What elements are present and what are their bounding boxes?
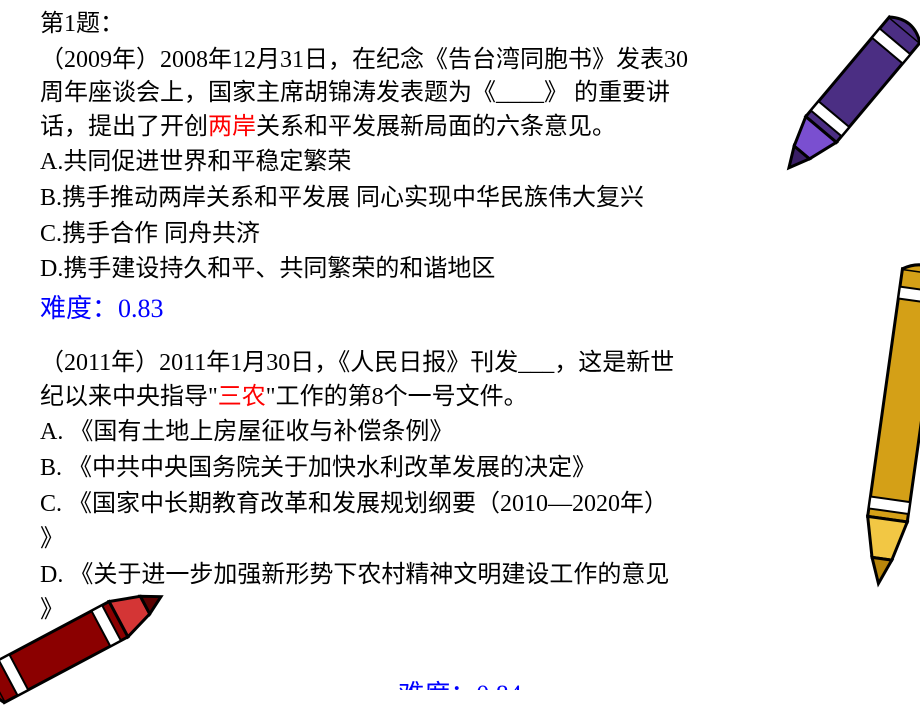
q1-option-d: D.携手建设持久和平、共同繁荣的和谐地区 xyxy=(40,253,880,287)
q1-option-b: B.携手推动两岸关系和平发展 同心实现中华民族伟大复兴 xyxy=(40,182,880,216)
q2-highlight: 三农 xyxy=(218,384,266,410)
q2-option-c2: 》 xyxy=(40,523,880,557)
q1-passage: （2009年）2008年12月31日，在纪念《告台湾同胞书》发表30 周年座谈会… xyxy=(40,44,880,145)
q2-line2b: "工作的第8个一号文件。 xyxy=(266,384,528,410)
q2-passage: （2011年）2011年1月30日，《人民日报》刊发___，这是新世 纪以来中央… xyxy=(40,347,880,414)
q1-highlight: 两岸 xyxy=(208,114,256,140)
q1-option-c: C.携手合作 同舟共济 xyxy=(40,218,880,252)
q2-line2a: 纪以来中央指导" xyxy=(40,384,218,410)
q1-title: 第1题： xyxy=(40,8,880,42)
q1-line3a: 话，提出了开创 xyxy=(40,114,208,140)
q2-option-d2: 》 xyxy=(40,594,880,628)
q2-difficulty: 难度：0.84 xyxy=(398,674,522,690)
q2-option-d: D. 《关于进一步加强新形势下农村精神文明建设工作的意见 xyxy=(40,559,880,593)
q1-line3b: 关系和平发展新局面的六条意见。 xyxy=(256,114,616,140)
q1-option-a: A.共同促进世界和平稳定繁荣 xyxy=(40,146,880,180)
q1-line2: 周年座谈会上，国家主席胡锦涛发表题为《____》 的重要讲 xyxy=(40,80,670,106)
slide-content: 第1题： （2009年）2008年12月31日，在纪念《告台湾同胞书》发表30 … xyxy=(0,0,920,628)
q1-line1: （2009年）2008年12月31日，在纪念《告台湾同胞书》发表30 xyxy=(40,47,688,73)
q2-block: （2011年）2011年1月30日，《人民日报》刊发___，这是新世 纪以来中央… xyxy=(40,347,880,628)
q1-difficulty: 难度：0.83 xyxy=(40,291,880,327)
q2-line1: （2011年）2011年1月30日，《人民日报》刊发___，这是新世 xyxy=(40,350,674,376)
q2-option-a: A. 《国有土地上房屋征收与补偿条例》 xyxy=(40,416,880,450)
q2-option-c: C. 《国家中长期教育改革和发展规划纲要（2010—2020年） xyxy=(40,488,880,522)
q2-option-b: B. 《中共中央国务院关于加快水利改革发展的决定》 xyxy=(40,452,880,486)
